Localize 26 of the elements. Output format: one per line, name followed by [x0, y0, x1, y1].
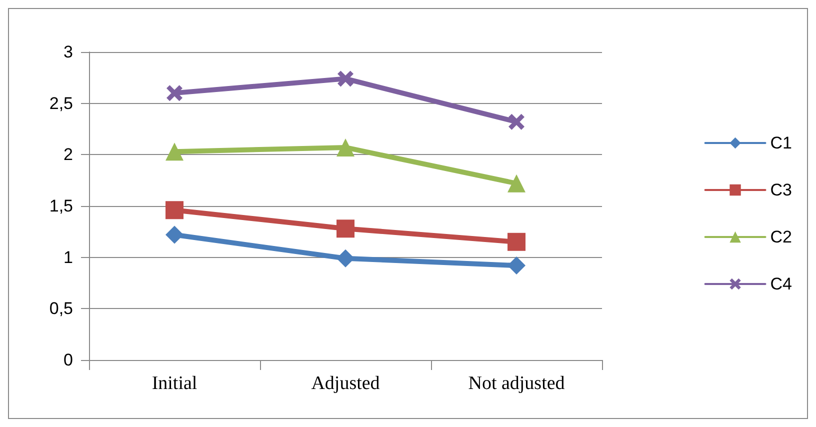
point — [336, 249, 354, 268]
point — [166, 142, 184, 161]
point — [166, 201, 184, 220]
point — [508, 114, 524, 130]
y-tick-label: 2 — [64, 145, 73, 164]
y-tick-label: 1 — [64, 248, 73, 267]
legend-label: C1 — [770, 134, 792, 152]
y-tick-label: 1,5 — [49, 196, 73, 216]
point — [166, 226, 184, 244]
point — [166, 85, 182, 102]
point — [336, 220, 354, 238]
y-tick-label: 0,5 — [49, 299, 73, 318]
legend-label: C4 — [770, 274, 792, 294]
y-tick-label: 0 — [64, 350, 73, 370]
x-tick-label: Adjusted — [311, 373, 380, 394]
legend-label: C2 — [770, 228, 792, 246]
point — [338, 70, 354, 87]
x-tick-label: Not adjusted — [468, 373, 566, 394]
point — [336, 138, 354, 156]
y-tick-label: 2,5 — [49, 94, 73, 113]
point — [508, 174, 526, 192]
point — [508, 256, 526, 275]
point — [508, 232, 526, 251]
y-tick-label: 3 — [64, 42, 73, 62]
x-tick-label: Initial — [152, 373, 198, 394]
legend-label: C3 — [770, 180, 792, 200]
